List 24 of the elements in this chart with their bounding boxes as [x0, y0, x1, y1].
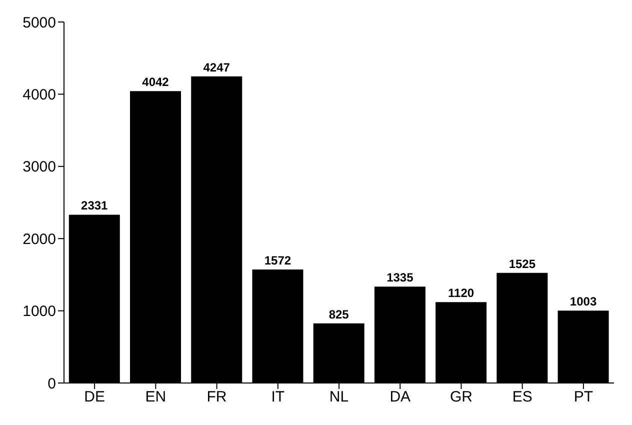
data-label: 825 — [328, 307, 350, 322]
y-tick-label: 3000 — [22, 158, 56, 176]
x-tick-label: DE — [84, 388, 105, 406]
x-tick-label: ES — [512, 388, 532, 406]
data-label: 4042 — [142, 75, 170, 90]
data-label: 1572 — [264, 254, 292, 268]
x-tick-label: EN — [145, 388, 166, 406]
x-tick-label: IT — [271, 388, 285, 406]
data-label: 4247 — [203, 60, 230, 74]
x-tick-label: PT — [574, 388, 594, 406]
data-label: 1120 — [448, 286, 474, 300]
y-tick-label: 0 — [48, 375, 56, 392]
y-tick-label: 2000 — [22, 230, 56, 248]
data-label: 1335 — [386, 270, 414, 285]
x-tick-label: DA — [390, 388, 411, 406]
y-tick-label: 4000 — [22, 86, 56, 104]
x-tick-label: NL — [329, 388, 349, 406]
data-label: 2331 — [81, 198, 108, 213]
y-tick-label: 5000 — [22, 14, 56, 32]
x-tick-label: FR — [206, 388, 227, 406]
x-tick-label: GR — [450, 388, 473, 406]
data-label: 1525 — [508, 256, 536, 271]
y-tick-label: 1000 — [22, 303, 56, 320]
data-label: 1003 — [570, 294, 597, 309]
